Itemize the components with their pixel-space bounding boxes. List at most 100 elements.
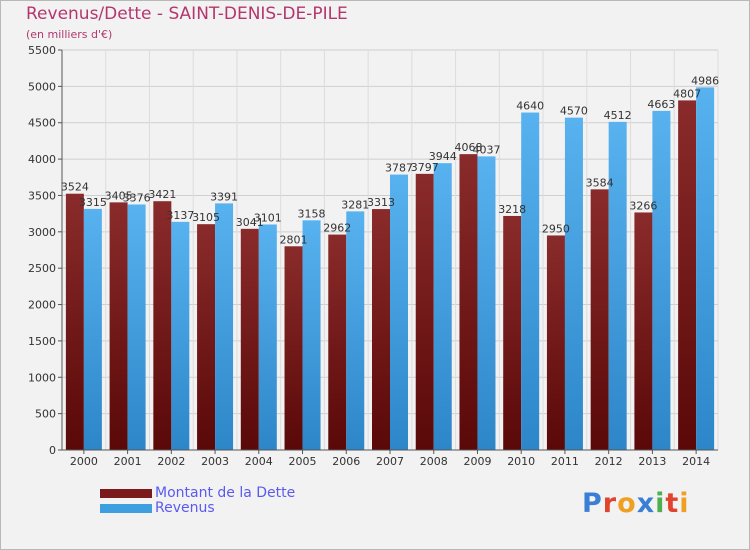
x-tick-label: 2014 [682, 455, 710, 468]
bar-dette [546, 235, 565, 450]
x-tick-label: 2010 [507, 455, 535, 468]
bar-dette [153, 201, 172, 450]
x-tick-label: 2011 [551, 455, 579, 468]
y-tick-label: 3000 [28, 226, 56, 239]
data-label: 4663 [647, 98, 675, 111]
chart-subtitle: (en milliers d'€) [26, 28, 113, 41]
bar-dette [240, 228, 259, 450]
logo-letter: i [655, 488, 666, 519]
bar-revenus [215, 203, 234, 450]
bar-revenus [127, 204, 146, 450]
logo-letter: r [602, 488, 618, 519]
bar-revenus [477, 156, 496, 450]
bar-dette [109, 202, 128, 450]
data-label: 4640 [516, 100, 544, 113]
logo-letter: t [665, 488, 680, 519]
bar-revenus [83, 208, 102, 450]
bar-revenus [608, 121, 627, 450]
y-tick-label: 1500 [28, 335, 56, 348]
x-tick-label: 2012 [595, 455, 623, 468]
bar-dette [328, 234, 347, 450]
data-label: 3218 [498, 203, 526, 216]
x-tick-label: 2000 [70, 455, 98, 468]
bar-revenus [696, 87, 715, 450]
bar-dette [415, 173, 434, 450]
data-label: 3944 [429, 150, 457, 163]
x-tick-label: 2007 [376, 455, 404, 468]
bar-dette [284, 246, 303, 450]
data-label: 2801 [280, 233, 308, 246]
bar-revenus [521, 112, 540, 450]
logo-letter: P [582, 488, 603, 519]
proxiti-logo: Proxiti [582, 488, 690, 519]
bar-revenus [346, 211, 365, 450]
data-label: 3137 [166, 209, 194, 222]
data-label: 3524 [61, 181, 89, 194]
data-label: 3421 [148, 188, 176, 201]
x-tick-label: 2001 [114, 455, 142, 468]
y-tick-label: 500 [35, 408, 56, 421]
bar-dette [634, 212, 653, 450]
bar-dette [590, 189, 609, 450]
x-tick-label: 2006 [332, 455, 360, 468]
data-label: 2950 [542, 222, 570, 235]
data-label: 3584 [586, 176, 614, 189]
data-label: 3105 [192, 211, 220, 224]
legend-swatch-debt [100, 489, 152, 498]
data-label: 3391 [210, 190, 238, 203]
data-label: 4068 [454, 141, 482, 154]
y-tick-label: 4500 [28, 117, 56, 130]
x-tick-label: 2004 [245, 455, 273, 468]
x-tick-label: 2003 [201, 455, 229, 468]
legend-swatch-revenus [100, 504, 152, 513]
data-label: 3281 [341, 198, 369, 211]
y-tick-label: 5000 [28, 80, 56, 93]
bar-dette [459, 154, 478, 451]
bar-dette [678, 100, 697, 451]
y-tick-label: 2000 [28, 299, 56, 312]
bar-dette [197, 224, 216, 450]
data-label: 4512 [604, 109, 632, 122]
bar-revenus [302, 220, 321, 450]
data-label: 3041 [236, 216, 264, 229]
legend-label-revenus: Revenus [155, 500, 215, 516]
data-label: 4037 [472, 143, 500, 156]
data-label: 3787 [385, 162, 413, 175]
data-label: 4986 [691, 74, 719, 87]
x-tick-label: 2005 [289, 455, 317, 468]
data-label: 3315 [79, 196, 107, 209]
chart-title: Revenus/Dette - SAINT-DENIS-DE-PILE [26, 4, 348, 24]
bar-revenus [171, 221, 190, 450]
bar-revenus [652, 110, 671, 450]
x-tick-label: 2002 [157, 455, 185, 468]
bar-revenus [564, 117, 583, 451]
y-tick-label: 1000 [28, 371, 56, 384]
logo-letter: o [617, 488, 637, 519]
y-tick-label: 0 [49, 444, 56, 457]
bar-dette [503, 215, 522, 450]
x-tick-label: 2013 [638, 455, 666, 468]
data-label: 4807 [673, 87, 701, 100]
bar-dette [65, 193, 84, 450]
bars [65, 87, 715, 451]
data-label: 3376 [123, 191, 151, 204]
x-tick-label: 2009 [463, 455, 491, 468]
data-label: 3797 [411, 161, 439, 174]
bar-revenus [433, 163, 452, 450]
data-label: 2962 [323, 222, 351, 235]
logo-letter: i [679, 488, 690, 519]
axes: 0 500 1000 1500 2000 2500 3000 3500 4000 4500 5000… [28, 44, 718, 468]
y-tick-label: 2500 [28, 262, 56, 275]
x-tick-label: 2008 [420, 455, 448, 468]
bar-revenus [258, 224, 277, 450]
logo-letter: x [636, 488, 656, 519]
legend-label-debt: Montant de la Dette [155, 485, 296, 501]
data-label: 4570 [560, 105, 588, 118]
data-label: 3266 [629, 199, 657, 212]
y-tick-label: 4000 [28, 153, 56, 166]
data-label: 3405 [105, 189, 133, 202]
bar-dette [372, 209, 390, 450]
y-tick-label: 5500 [28, 44, 56, 57]
